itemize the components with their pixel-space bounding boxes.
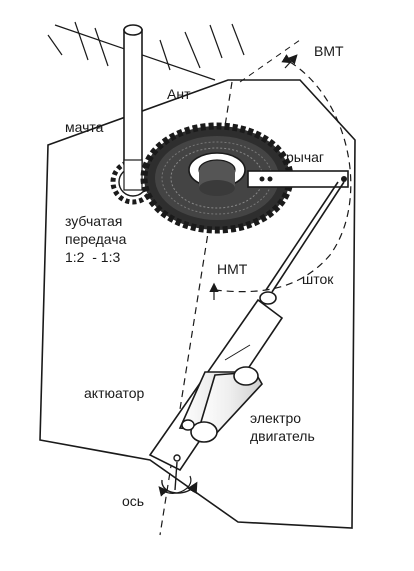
label-ant: Ант xyxy=(167,86,191,102)
label-nmt: НМТ xyxy=(217,261,248,277)
lever-arm xyxy=(247,170,349,188)
label-vmt: ВМТ xyxy=(314,43,344,59)
label-mast: мачта xyxy=(65,119,104,135)
piston-rod xyxy=(259,181,345,305)
electric-motor xyxy=(178,366,263,443)
mounting-plate xyxy=(39,79,356,529)
label-gear-line2: передача xyxy=(65,231,127,247)
label-motor-line1: электро xyxy=(250,410,301,426)
label-actuator: актюатор xyxy=(84,385,145,401)
mast xyxy=(123,24,143,171)
label-rod: шток xyxy=(302,271,334,287)
large-gear xyxy=(140,122,294,234)
antenna-wires xyxy=(47,21,245,81)
label-motor-line2: двигатель xyxy=(250,428,315,444)
label-axis: ось xyxy=(122,493,144,509)
pivot-axis xyxy=(158,454,198,497)
label-gear-ratio: 1:2 - 1:3 xyxy=(65,249,120,265)
label-lever: рычаг xyxy=(286,149,324,165)
label-gear-line1: зубчатая xyxy=(65,213,122,229)
lever-travel-arc xyxy=(214,54,352,293)
